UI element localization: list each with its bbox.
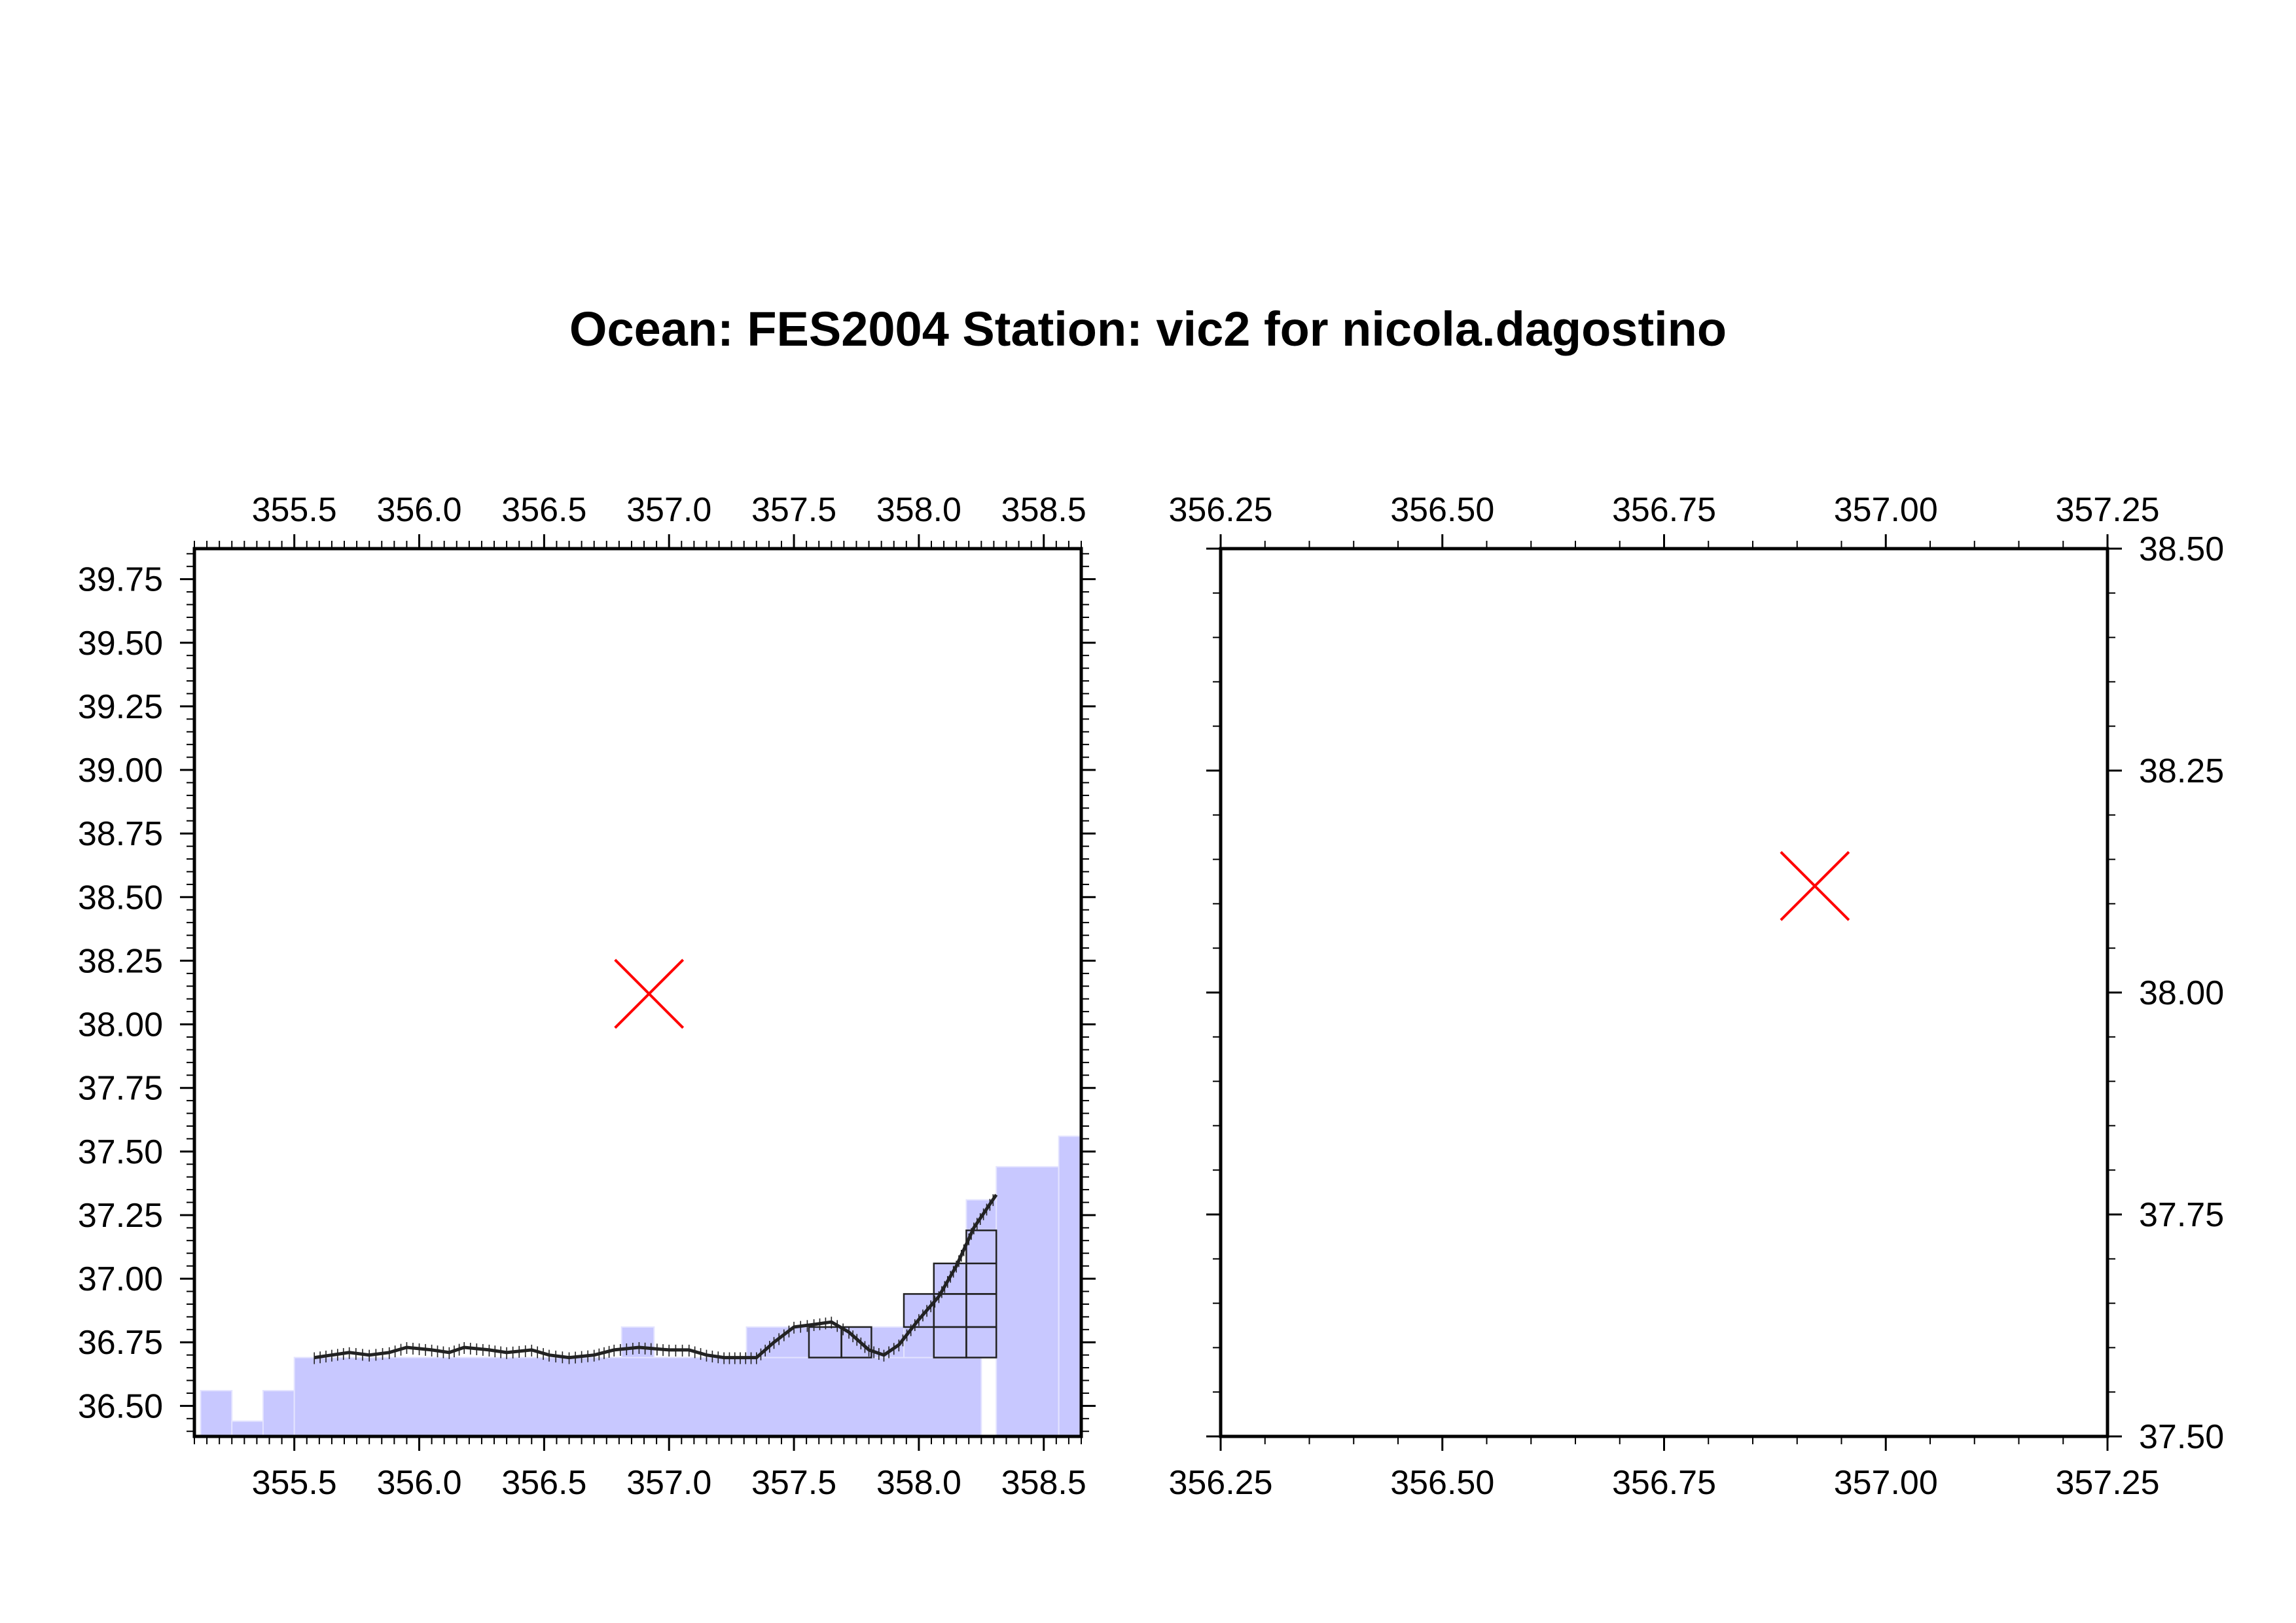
land-cell — [1058, 1135, 1081, 1436]
map-area — [1780, 850, 1850, 921]
station-marker-stroke — [1780, 850, 1850, 921]
lon-tick-label-bottom: 356.0 — [376, 1464, 461, 1502]
lat-tick-label: 37.75 — [78, 1070, 163, 1108]
station-marker — [1780, 850, 1850, 921]
lon-tick-label-top: 356.0 — [376, 491, 461, 529]
land-cell — [965, 1199, 997, 1359]
lat-tick-label: 38.75 — [78, 815, 163, 853]
lon-tick-label-bottom: 356.75 — [1612, 1464, 1716, 1502]
lon-tick-label-top: 358.0 — [876, 491, 961, 529]
lon-tick-label-bottom: 358.0 — [876, 1464, 961, 1502]
lat-tick-label: 36.50 — [78, 1387, 163, 1425]
lon-tick-label-top: 357.00 — [1834, 491, 1938, 529]
lat-tick-label: 37.25 — [78, 1197, 163, 1235]
lon-tick-label-bottom: 357.00 — [1834, 1464, 1938, 1502]
map-area — [200, 958, 1081, 1436]
lon-tick-label-bottom: 356.50 — [1390, 1464, 1494, 1502]
land-cell — [293, 1357, 982, 1436]
lon-tick-label-top: 356.25 — [1168, 491, 1272, 529]
figure-title: Ocean: FES2004 Station: vic2 for nicola.… — [569, 302, 1727, 356]
mesh-cell — [840, 1326, 872, 1359]
lat-tick-label: 39.00 — [78, 752, 163, 790]
lon-tick-label-bottom: 357.5 — [751, 1464, 836, 1502]
map-frame — [1219, 547, 2109, 1438]
lat-tick-label: 39.50 — [78, 625, 163, 663]
map-frame — [192, 547, 1083, 1438]
lon-tick-label-top: 357.25 — [2055, 491, 2159, 529]
lon-tick-label-bottom: 358.5 — [1001, 1464, 1086, 1502]
lat-tick-label: 38.25 — [78, 942, 163, 980]
mesh-cell — [933, 1262, 967, 1295]
lon-tick-label-bottom: 355.5 — [252, 1464, 337, 1502]
lon-tick-label-top: 358.5 — [1001, 491, 1086, 529]
lat-tick-label: 37.50 — [78, 1133, 163, 1171]
lon-tick-label-top: 356.50 — [1390, 491, 1494, 529]
lat-tick-label: 36.75 — [78, 1324, 163, 1362]
land-cell — [262, 1390, 295, 1436]
overview-map-panel: 355.5 355.5 356.0 356.0 356.5 356.5 357.0 357.0… — [78, 491, 1096, 1502]
station-marker — [614, 958, 685, 1029]
lon-tick-label-top: 356.5 — [501, 491, 586, 529]
land-cell — [840, 1326, 905, 1359]
lat-tick-label: 39.75 — [78, 561, 163, 599]
lat-tick-label: 38.50 — [78, 879, 163, 917]
lon-tick-label-top: 356.75 — [1612, 491, 1716, 529]
zoom-map-panel: 356.25 356.25 356.50 356.50 356.75 356.75 357.… — [1168, 491, 2224, 1502]
lat-tick-label: 38.00 — [78, 1006, 163, 1044]
lon-tick-label-top: 357.0 — [626, 491, 711, 529]
lon-tick-label-top: 357.5 — [751, 491, 836, 529]
lon-tick-label-bottom: 356.25 — [1168, 1464, 1272, 1502]
lat-tick-label: 37.00 — [78, 1260, 163, 1298]
land-cell — [200, 1390, 233, 1436]
station-marker-stroke — [614, 958, 685, 1029]
lon-tick-label-bottom: 356.5 — [501, 1464, 586, 1502]
lat-tick-label: 37.50 — [2139, 1418, 2224, 1456]
lat-tick-label: 39.25 — [78, 688, 163, 726]
lat-tick-label: 38.50 — [2139, 530, 2224, 568]
lat-tick-label: 38.25 — [2139, 752, 2224, 790]
lat-tick-label: 37.75 — [2139, 1196, 2224, 1234]
lon-tick-label-bottom: 357.25 — [2055, 1464, 2159, 1502]
lon-tick-label-bottom: 357.0 — [626, 1464, 711, 1502]
land-cell — [996, 1166, 1060, 1436]
land-cell — [231, 1420, 264, 1436]
lon-tick-label-top: 355.5 — [252, 491, 337, 529]
lat-tick-label: 38.00 — [2139, 974, 2224, 1012]
